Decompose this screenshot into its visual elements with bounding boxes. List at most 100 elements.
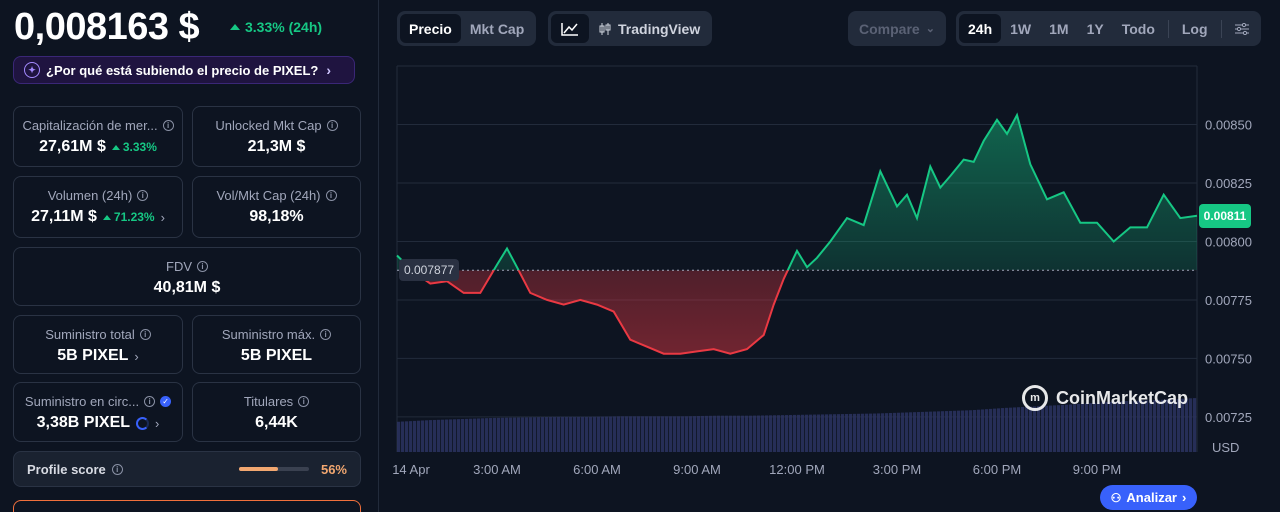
y-tick-label: 0.00750 — [1205, 351, 1252, 366]
volume-bar — [849, 413, 853, 452]
volume-bar — [653, 416, 657, 452]
volume-bar — [417, 420, 421, 452]
total-supply-card[interactable]: Suministro total i 5B PIXEL › — [13, 315, 183, 374]
price-chart[interactable]: 0.00850 0.00825 0.00800 0.00775 0.00750 0.007… — [379, 0, 1280, 512]
volume-bar — [673, 416, 677, 452]
tradingview-label: TradingView — [618, 20, 701, 37]
market-cap-card[interactable]: Capitalización de mer... i 27,61M $ 3.33% — [13, 106, 183, 167]
range-1m[interactable]: 1M — [1049, 20, 1069, 37]
volume-bar — [537, 417, 541, 452]
circulating-supply-card[interactable]: Suministro en circ... i ✓ 3,38B PIXEL › — [13, 382, 183, 442]
holders-card[interactable]: Titulares i 6,44K — [192, 382, 361, 442]
volume-bar — [749, 415, 753, 452]
y-tick-label: 0.00725 — [1205, 410, 1252, 425]
volume-bar — [1185, 398, 1189, 452]
total-supply-label: Suministro total — [45, 327, 135, 342]
volume-change-value: 71.23% — [113, 210, 155, 224]
volume-bar — [1145, 400, 1149, 452]
info-icon[interactable]: i — [197, 261, 208, 272]
volume-bar — [1037, 406, 1041, 452]
volume-bar — [865, 413, 869, 452]
why-rising-button[interactable]: ✦ ¿Por qué está subiendo el precio de PI… — [13, 56, 355, 84]
info-icon[interactable]: i — [111, 463, 123, 475]
volume-bar — [977, 409, 981, 452]
volume-bar — [1157, 399, 1161, 452]
vol-mkt-label: Vol/Mkt Cap (24h) — [216, 188, 321, 203]
line-chart-button[interactable] — [551, 14, 589, 43]
volume-bar — [713, 415, 717, 452]
volume-bar — [477, 418, 481, 452]
analizar-button[interactable]: ⚇ Analizar › — [1100, 485, 1197, 510]
info-icon[interactable]: i — [320, 329, 332, 340]
volume-bar — [693, 416, 697, 452]
separator — [1220, 19, 1222, 38]
tab-price[interactable]: Precio — [400, 14, 461, 43]
volume-bar — [1165, 399, 1169, 452]
volume-bar — [409, 421, 413, 452]
range-1w[interactable]: 1W — [1010, 20, 1032, 37]
range-1y[interactable]: 1Y — [1086, 20, 1104, 37]
settings-button[interactable] — [1226, 14, 1258, 43]
volume-bar — [633, 416, 637, 452]
volume-bar — [857, 413, 861, 452]
area-above-baseline — [397, 115, 1197, 271]
volume-bar — [1117, 401, 1121, 452]
volume-bar — [1053, 405, 1057, 452]
volume-bar — [973, 410, 977, 452]
range-all[interactable]: Todo — [1121, 20, 1155, 37]
info-icon[interactable]: i — [326, 120, 338, 131]
info-icon[interactable]: i — [144, 396, 156, 407]
volume-bar — [1137, 400, 1141, 452]
log-toggle[interactable]: Log — [1181, 20, 1208, 37]
volume-bar — [1029, 406, 1033, 452]
volume-bar — [505, 417, 509, 452]
volume-bar — [1065, 404, 1069, 452]
volume-bar — [1109, 401, 1113, 452]
action-button[interactable] — [13, 500, 361, 512]
volume-bar — [793, 414, 797, 452]
verified-icon: ✓ — [160, 396, 172, 407]
volume-bar — [877, 413, 881, 452]
x-tick-label: 3:00 AM — [473, 462, 521, 477]
tradingview-button[interactable]: TradingView — [589, 14, 709, 43]
volume-bar — [889, 413, 893, 452]
volume-bar — [1005, 407, 1009, 452]
compare-dropdown[interactable]: Compare ⌄ — [848, 11, 946, 46]
vol-mkt-cap-card[interactable]: Vol/Mkt Cap (24h) i 98,18% — [192, 176, 361, 238]
volume-bar — [453, 419, 457, 452]
volume-bar — [1061, 404, 1065, 452]
profile-score[interactable]: Profile score i 56% — [13, 451, 361, 487]
tab-mkt-cap[interactable]: Mkt Cap — [469, 20, 525, 37]
fdv-card[interactable]: FDV i 40,81M $ — [13, 247, 361, 306]
volume-bar — [901, 412, 905, 452]
info-icon[interactable]: i — [139, 329, 151, 340]
volume-bar — [577, 416, 581, 452]
why-rising-label: ¿Por qué está subiendo el precio de PIXE… — [46, 62, 319, 78]
volume-bar — [529, 417, 533, 452]
volume-card[interactable]: Volumen (24h) i 27,11M $ 71.23% › — [13, 176, 183, 238]
volume-label: Volumen (24h) — [47, 188, 133, 203]
volume-bar — [1041, 405, 1045, 452]
chevron-down-icon: ⌄ — [925, 23, 935, 35]
info-icon[interactable]: i — [137, 190, 149, 201]
volume-bar — [869, 413, 873, 452]
volume-bar — [697, 416, 701, 452]
max-supply-card[interactable]: Suministro máx. i 5B PIXEL — [192, 315, 361, 374]
volume-bar — [933, 411, 937, 452]
range-24h[interactable]: 24h — [959, 14, 1002, 43]
coinmarketcap-watermark: m CoinMarketCap — [1022, 385, 1188, 411]
unlocked-mkt-cap-card[interactable]: Unlocked Mkt Cap i 21,3M $ — [192, 106, 361, 167]
info-icon[interactable]: i — [298, 396, 310, 407]
volume-bar — [929, 411, 933, 452]
volume-bar — [985, 409, 989, 452]
volume-bar — [1049, 405, 1053, 452]
volume-bar — [709, 415, 713, 452]
info-icon[interactable]: i — [325, 190, 337, 201]
info-icon[interactable]: i — [162, 120, 174, 131]
chevron-right-icon: › — [134, 348, 139, 364]
current-price-tag: 0.00811 — [1199, 203, 1251, 228]
circ-supply-value: 3,38B PIXEL — [36, 414, 131, 431]
volume-bar — [1105, 402, 1109, 452]
volume-bar — [701, 415, 705, 452]
